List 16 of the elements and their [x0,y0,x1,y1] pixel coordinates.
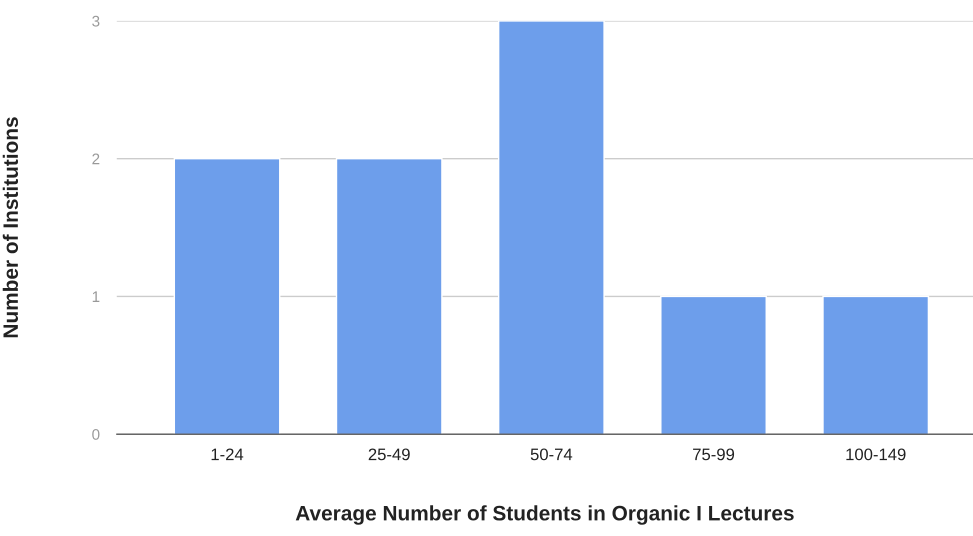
bar [822,296,930,434]
y-tick-label: 2 [92,154,100,164]
x-tick-label: 1-24 [212,448,244,460]
bar [174,158,280,434]
bar [498,20,605,434]
x-tick-label: 50-74 [530,448,572,460]
y-tick-label: 3 [92,16,100,27]
bar [336,158,443,434]
x-axis-title: Average Number of Students in Organic I Lectures [296,505,794,525]
y-tick-label: 1 [92,291,100,302]
y-tick-label: 0 [92,429,100,440]
y-axis-title: Number of Institutions [2,117,18,338]
bar [660,296,767,434]
x-tick-label: 25-49 [368,448,410,460]
x-tick-label: 100-149 [846,448,906,460]
x-tick-label: 75-99 [693,448,734,460]
